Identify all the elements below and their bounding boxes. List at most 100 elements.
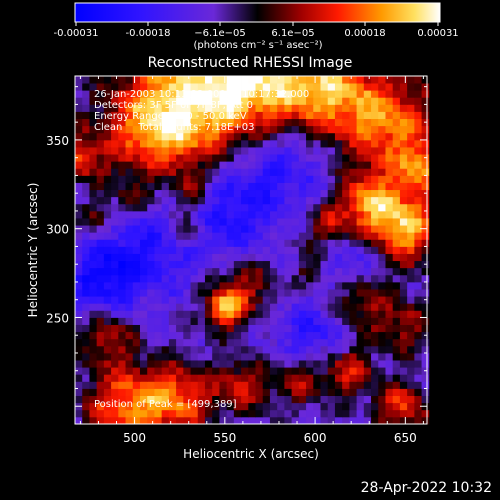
heatmap-cell [233,225,242,233]
heatmap-cell [125,182,134,191]
heatmap-cell [89,296,98,304]
heatmap-cell [363,402,372,411]
heatmap-cell [248,175,256,183]
heatmap-cell [342,274,350,283]
heatmap-cell [82,132,90,141]
heatmap-cell [154,147,163,155]
heatmap-cell [407,83,415,91]
heatmap-cell [204,310,213,318]
heatmap-cell [371,310,379,318]
heatmap-cell [219,360,228,368]
heatmap-cell [327,232,336,240]
heatmap-cell [248,409,256,418]
heatmap-cell [168,281,177,290]
heatmap-cell [197,367,206,375]
heatmap-cell [269,381,278,389]
heatmap-cell [306,90,314,98]
heatmap-cell [421,147,430,155]
heatmap-cell [147,139,155,148]
heatmap-cell [371,409,379,418]
heatmap-cell [298,253,307,262]
heatmap-cell [356,274,365,283]
heatmap-cell [161,161,170,169]
heatmap-cell [226,331,235,340]
heatmap-cell [342,154,350,162]
heatmap-cell [204,352,213,361]
heatmap-cell [414,281,422,290]
heatmap-cell [219,388,228,396]
heatmap-cell [421,168,430,176]
heatmap-cell [248,225,256,233]
heatmap-cell [334,274,343,283]
heatmap-cell [298,352,307,361]
heatmap-cell [139,239,148,247]
heatmap-cell [284,225,293,233]
heatmap-cell [204,175,213,183]
heatmap-cell [356,345,365,354]
heatmap-cell [96,83,105,91]
heatmap-cell [356,296,365,304]
heatmap-cell [298,182,307,191]
heatmap-cell [212,402,220,411]
heatmap-cell [183,260,191,269]
heatmap-cell [190,132,199,141]
heatmap-cell [356,111,365,120]
heatmap-cell [356,147,365,155]
heatmap-cell [176,139,184,148]
heatmap-cell [371,246,379,254]
heatmap-cell [414,97,422,105]
heatmap-cell [118,168,126,176]
heatmap-cell [183,175,191,183]
heatmap-cell [233,409,242,418]
heatmap-cell [298,76,307,84]
heatmap-cell [111,132,119,141]
heatmap-cell [118,367,126,375]
heatmap-cell [241,381,249,389]
heatmap-cell [255,218,264,226]
heatmap-cell [334,90,343,98]
heatmap-cell [125,90,134,98]
heatmap-cell [96,175,105,183]
heatmap-cell [248,388,256,396]
heatmap-cell [349,90,357,98]
heatmap-cell [291,395,300,404]
heatmap-cell [269,196,278,205]
heatmap-cell [327,218,336,226]
heatmap-cell [342,196,350,205]
heatmap-cell [399,338,408,347]
heatmap-cell [161,83,170,91]
heatmap-cell [111,416,119,425]
heatmap-cell [241,281,249,290]
heatmap-cell [320,345,329,354]
heatmap-cell [147,409,155,418]
heatmap-cell [103,338,112,347]
heatmap-cell [320,182,329,191]
heatmap-cell [226,90,235,98]
heatmap-cell [241,416,249,425]
heatmap-cell [82,352,90,361]
heatmap-cell [168,296,177,304]
heatmap-cell [414,402,422,411]
heatmap-cell [197,310,206,318]
heatmap-cell [118,76,126,84]
heatmap-cell [399,147,408,155]
heatmap-cell [407,331,415,340]
heatmap-cell [96,274,105,283]
heatmap-cell [212,161,220,169]
heatmap-cell [342,125,350,134]
heatmap-cell [385,324,394,333]
heatmap-cell [385,104,394,112]
heatmap-cell [118,338,126,347]
heatmap-cell [284,83,293,91]
heatmap-cell [392,125,401,134]
heatmap-cell [334,367,343,375]
heatmap-cell [334,189,343,198]
heatmap-cell [407,125,415,134]
heatmap-cell [147,360,155,368]
heatmap-cell [82,274,90,283]
heatmap-cell [96,381,105,389]
heatmap-cell [269,388,278,396]
heatmap-cell [421,111,430,120]
heatmap-cell [176,196,184,205]
heatmap-cell [103,147,112,155]
